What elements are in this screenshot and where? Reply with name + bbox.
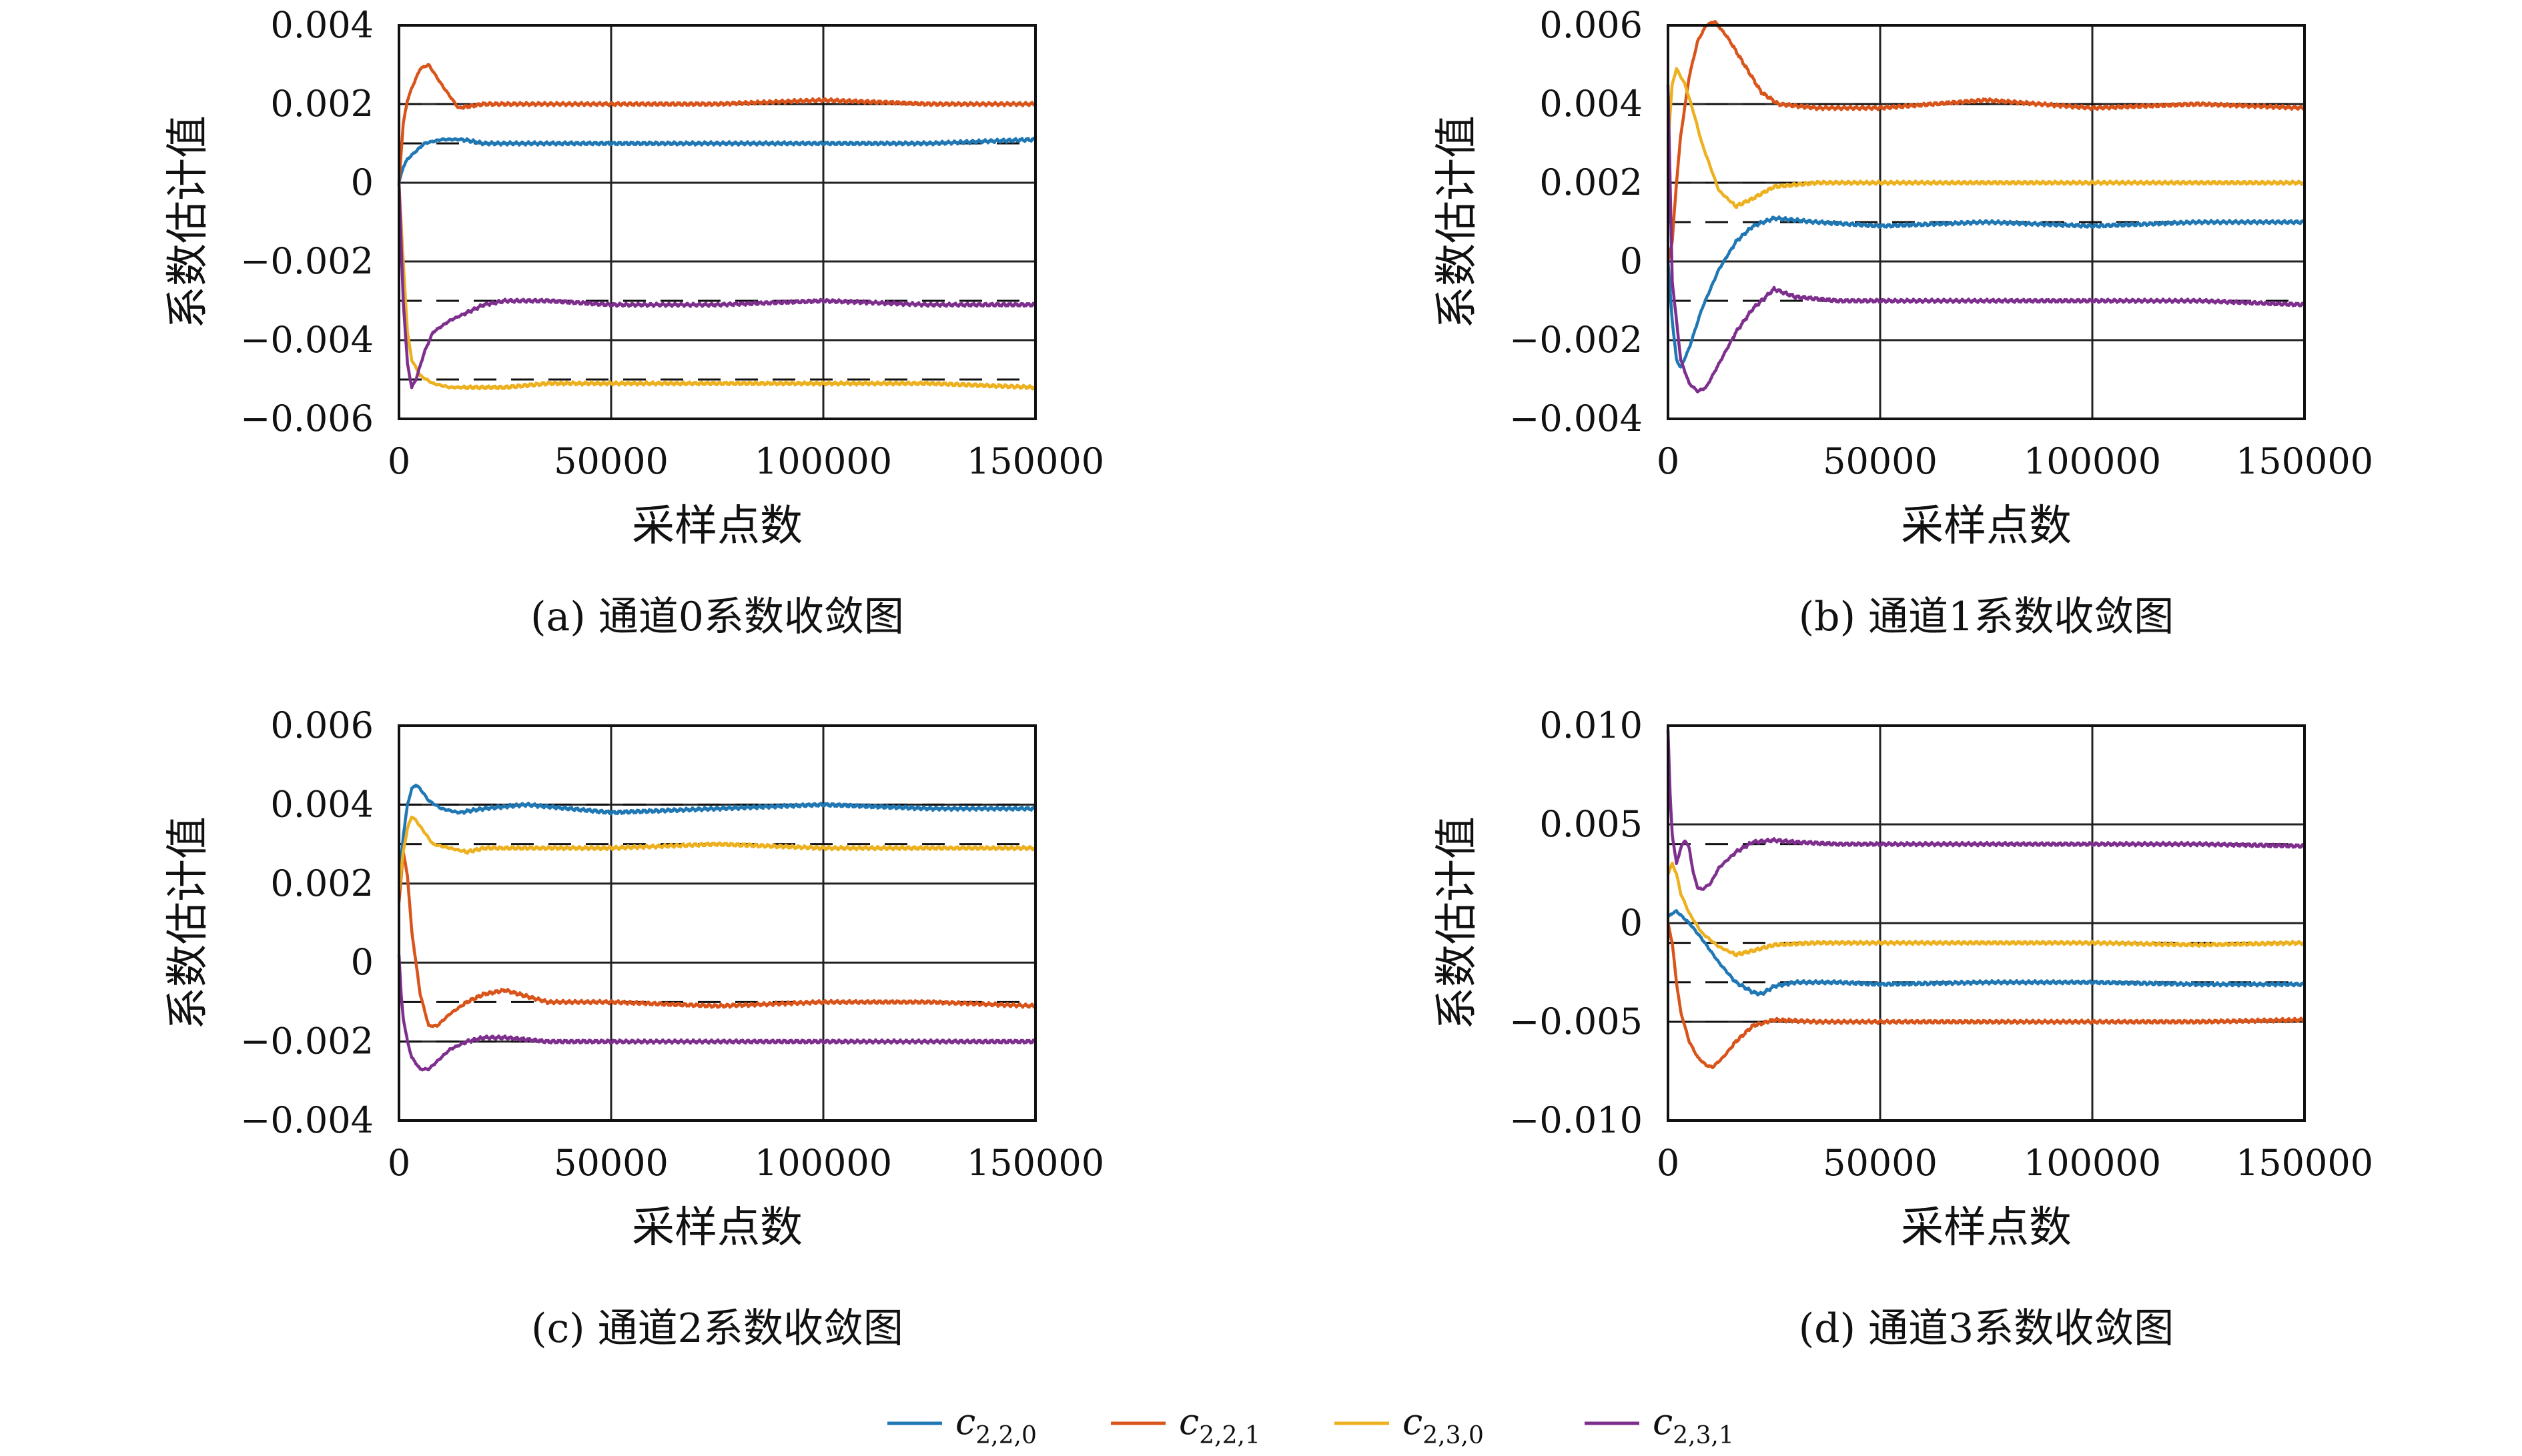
x-tick-label: 50000 [554, 1142, 669, 1184]
x-axis-label: 采样点数 [1901, 1203, 2072, 1253]
y-tick-label: 0.006 [1539, 4, 1643, 46]
series-line-1 [1666, 922, 2306, 1070]
y-tick-label: 0.004 [1539, 83, 1643, 125]
y-tick-label: −0.002 [240, 240, 374, 282]
series-line-2 [397, 182, 1037, 391]
chart-panel-3: 0.010 0.005 0 −0.005 −0.010 0 50000 100000 15000… [1432, 704, 2373, 1352]
legend: c2,2,0 c2,2,1 c2,3,0 c2,3,1 [887, 1401, 1734, 1449]
y-tick-label: 0.002 [270, 83, 374, 125]
y-tick-label: 0.006 [270, 704, 374, 746]
y-tick-label: 0 [1620, 902, 1643, 944]
plot-frame [398, 24, 1037, 420]
y-tick-label: 0.005 [1539, 803, 1643, 845]
panel-caption: (b) 通道1系数收敛图 [1799, 594, 2174, 640]
y-axis-label: 系数估计值 [1432, 115, 1482, 329]
series-line-0 [1667, 909, 2306, 996]
plot-frame [1667, 24, 2306, 420]
y-tick-label: −0.006 [240, 398, 374, 440]
legend-label-2: c2,3,0 [1402, 1401, 1484, 1449]
plot-frame [398, 724, 1037, 1122]
x-axis-label: 采样点数 [632, 1203, 803, 1253]
y-tick-label: −0.002 [1509, 319, 1643, 361]
series-line-3 [397, 183, 1037, 390]
series-line-1 [1666, 20, 2306, 261]
y-axis-label: 系数估计值 [163, 816, 213, 1030]
x-axis-label: 采样点数 [1901, 502, 2072, 551]
series-line-3 [397, 954, 1037, 1072]
series-line-3 [1666, 84, 2306, 394]
series-line-2 [397, 815, 1037, 892]
y-tick-label: −0.010 [1509, 1099, 1643, 1141]
y-tick-label: 0 [1620, 240, 1643, 282]
y-tick-label: 0.004 [270, 783, 374, 825]
x-tick-label: 150000 [967, 1142, 1104, 1184]
x-tick-label: 150000 [967, 440, 1104, 482]
x-tick-label: 0 [1657, 440, 1679, 482]
x-tick-label: 100000 [2024, 440, 2161, 482]
y-axis-label: 系数估计值 [1432, 816, 1482, 1030]
y-tick-label: 0.002 [1539, 161, 1643, 203]
x-tick-label: 150000 [2236, 1142, 2373, 1184]
series-line-0 [397, 783, 1037, 884]
y-tick-label: −0.002 [240, 1020, 374, 1062]
plot-frame [1667, 724, 2306, 1122]
series-line-0 [397, 136, 1037, 183]
y-axis-label: 系数估计值 [163, 115, 213, 329]
series-line-2 [1667, 861, 2306, 958]
x-tick-label: 150000 [2236, 440, 2373, 482]
panel-caption: (c) 通道2系数收敛图 [531, 1305, 903, 1352]
chart-panel-1: 0.006 0.004 0.002 0 −0.002 −0.004 0 50000 100000… [1432, 4, 2373, 640]
y-tick-label: 0.004 [270, 4, 374, 46]
series-line-0 [1666, 215, 2306, 369]
x-tick-label: 50000 [1823, 440, 1938, 482]
y-tick-label: −0.004 [240, 319, 374, 361]
x-tick-label: 0 [388, 1142, 410, 1184]
y-tick-label: −0.004 [240, 1099, 374, 1141]
series-line-1 [397, 63, 1037, 182]
legend-label-3: c2,3,1 [1653, 1401, 1734, 1449]
x-tick-label: 50000 [1823, 1142, 1938, 1184]
x-tick-label: 100000 [2024, 1142, 2161, 1184]
legend-label-0: c2,2,0 [955, 1401, 1037, 1449]
series-line-1 [397, 850, 1037, 1028]
chart-panel-2: 0.006 0.004 0.002 0 −0.002 −0.004 0 50000 100000… [163, 704, 1104, 1352]
y-tick-label: 0 [351, 941, 374, 983]
y-tick-label: 0.010 [1539, 704, 1643, 746]
x-tick-label: 0 [388, 440, 410, 482]
y-tick-label: −0.004 [1509, 398, 1643, 440]
y-tick-label: 0.002 [270, 862, 374, 904]
chart-panel-0: 0.004 0.002 0 −0.002 −0.004 −0.006 0 50000 10000… [163, 4, 1104, 640]
x-tick-label: 100000 [755, 1142, 892, 1184]
x-tick-label: 100000 [755, 440, 892, 482]
series-line-2 [1666, 67, 2306, 209]
x-axis-label: 采样点数 [632, 502, 803, 551]
legend-label-1: c2,2,1 [1179, 1401, 1260, 1449]
x-tick-label: 0 [1657, 1142, 1679, 1184]
panel-caption: (d) 通道3系数收敛图 [1799, 1305, 2174, 1352]
x-tick-label: 50000 [554, 440, 669, 482]
y-tick-label: −0.005 [1509, 1000, 1643, 1042]
y-tick-label: 0 [351, 161, 374, 203]
panel-caption: (a) 通道0系数收敛图 [530, 594, 904, 640]
series-line-3 [1666, 730, 2306, 891]
